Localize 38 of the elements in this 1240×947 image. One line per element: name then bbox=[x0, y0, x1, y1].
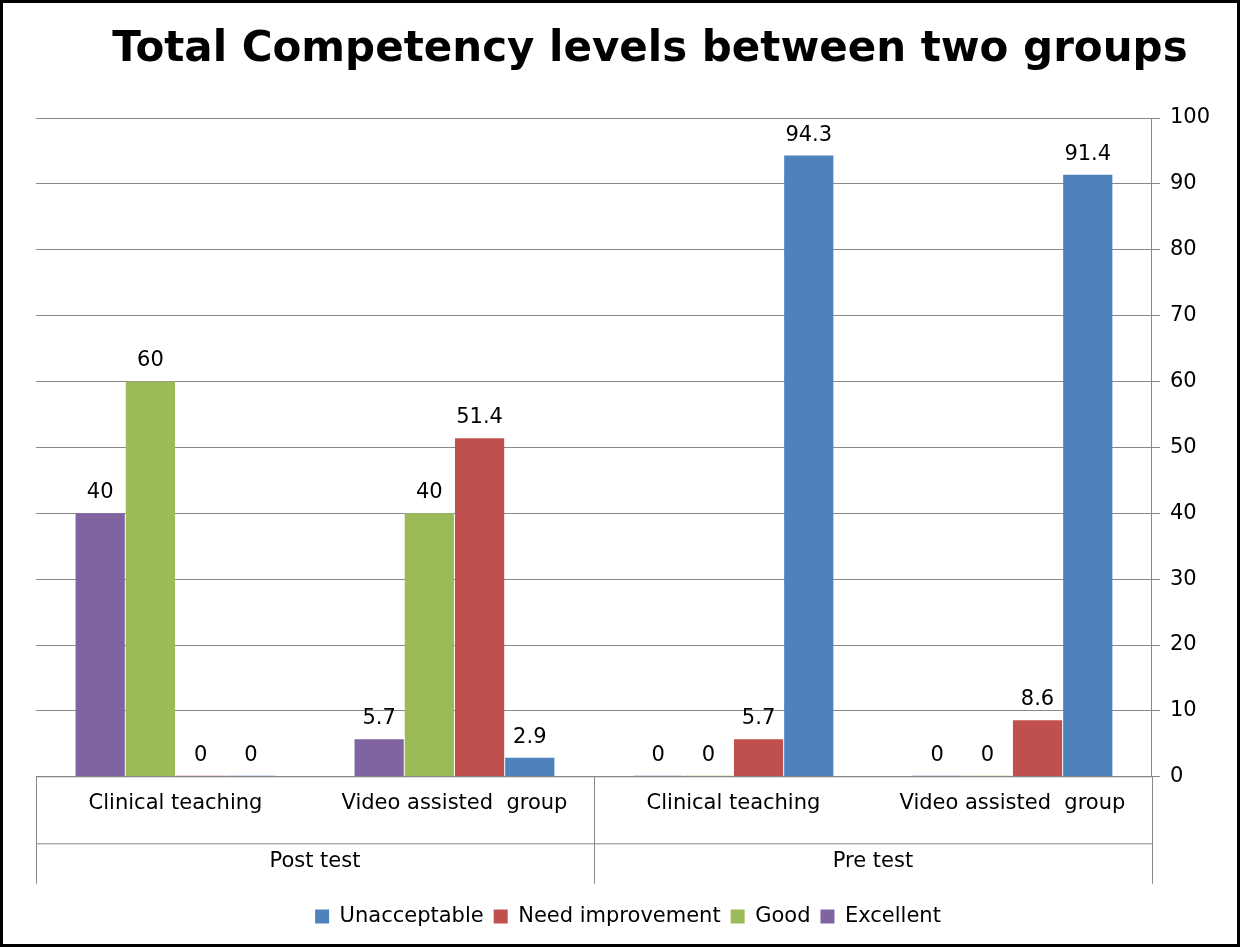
data-label: 8.6 bbox=[1020, 686, 1055, 711]
legend-label: Unacceptable bbox=[339, 902, 484, 927]
data-label: 60 bbox=[137, 347, 164, 372]
data-label: 5.7 bbox=[362, 705, 396, 730]
legend-label: Good bbox=[755, 902, 811, 927]
data-label: 5.7 bbox=[741, 705, 776, 730]
data-label: 40 bbox=[86, 479, 114, 504]
y-tick-label: 0 bbox=[1169, 763, 1184, 788]
x-tick-label: Video assisted group bbox=[341, 789, 568, 814]
x-tick-label: Video assisted group bbox=[899, 789, 1126, 814]
y-tick-label: 20 bbox=[1169, 631, 1197, 656]
text: Pre test bbox=[832, 848, 914, 873]
x-tick-label: Clinical teaching bbox=[646, 789, 821, 814]
y-tick-label: 10 bbox=[1169, 697, 1197, 722]
data-label: 94.3 bbox=[785, 121, 833, 146]
data-label: 91.4 bbox=[1064, 140, 1112, 165]
x-tick-label: Clinical teaching bbox=[88, 789, 263, 814]
chart-title: Total Competency levels between two groups bbox=[111, 22, 1189, 71]
y-tick-label: 90 bbox=[1169, 170, 1197, 195]
y-tick-label: 40 bbox=[1169, 499, 1197, 524]
y-tick-label: 70 bbox=[1169, 302, 1197, 327]
legend-label: Excellent bbox=[844, 902, 941, 927]
data-label: 0 bbox=[701, 741, 716, 766]
data-label: 0 bbox=[930, 741, 944, 766]
data-label: 0 bbox=[193, 741, 208, 766]
y-tick-label: 60 bbox=[1169, 367, 1197, 392]
data-label: 51.4 bbox=[456, 404, 503, 429]
data-label: 2.9 bbox=[513, 723, 547, 748]
y-tick-label: 80 bbox=[1169, 236, 1197, 261]
legend-label: Need improvement bbox=[518, 902, 721, 927]
data-label: 0 bbox=[244, 741, 258, 766]
data-label: 0 bbox=[651, 741, 665, 766]
data-label: 0 bbox=[980, 741, 995, 766]
text: Post test bbox=[269, 848, 361, 873]
y-tick-label: 30 bbox=[1169, 565, 1197, 590]
y-tick-label: 50 bbox=[1169, 433, 1197, 458]
data-label: 40 bbox=[415, 479, 443, 504]
y-tick-label: 100 bbox=[1169, 104, 1211, 129]
